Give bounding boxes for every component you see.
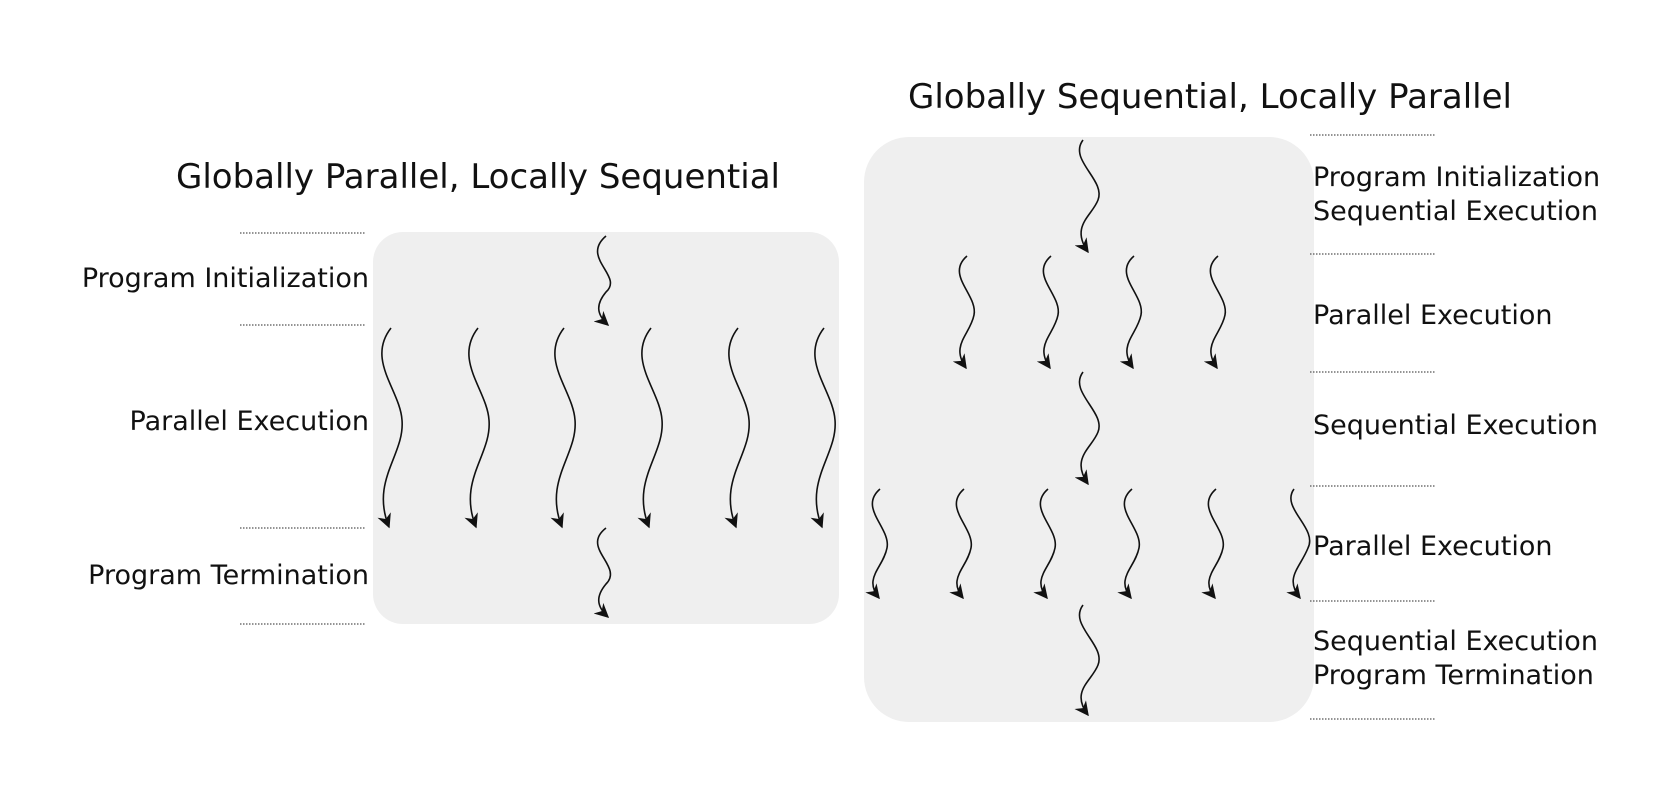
right-phase-label: Sequential Execution — [1313, 626, 1598, 657]
thread-arrow — [952, 255, 975, 370]
right-phase-label: Program Initialization — [1313, 162, 1600, 193]
thread-arrow — [1074, 139, 1100, 254]
thread-arrow — [1119, 255, 1142, 370]
left-phase-label: Program Termination — [88, 560, 369, 591]
thread-arrow — [1036, 255, 1059, 370]
thread-arrow — [724, 327, 750, 529]
right-title: Globally Sequential, Locally Parallel — [908, 77, 1512, 117]
thread-arrow — [1074, 604, 1100, 717]
thread-arrow — [810, 327, 836, 529]
thread-arrow — [637, 327, 663, 529]
right-phase-label: Sequential Execution — [1313, 410, 1598, 441]
thread-arrow — [377, 327, 403, 529]
right-panel — [864, 137, 1314, 722]
left-model: Globally Parallel, Locally Sequential Pr… — [82, 157, 839, 625]
right-phase-label: Parallel Execution — [1313, 531, 1552, 562]
thread-arrow — [1201, 488, 1224, 600]
thread-arrow — [1074, 371, 1100, 486]
thread-arrow — [550, 327, 576, 529]
left-phase-label: Program Initialization — [82, 263, 369, 294]
right-model: Globally Sequential, Locally Parallel Pr… — [864, 77, 1600, 722]
right-separators — [1310, 134, 1436, 720]
left-threads — [377, 235, 836, 618]
left-title: Globally Parallel, Locally Sequential — [176, 157, 780, 197]
thread-arrow — [1203, 255, 1226, 370]
right-phase-label: Sequential Execution — [1313, 196, 1598, 227]
thread-arrow — [949, 488, 972, 600]
thread-arrow — [1117, 488, 1140, 600]
thread-arrow — [1286, 488, 1311, 600]
right-phase-label: Parallel Execution — [1313, 300, 1552, 331]
thread-arrow — [1033, 488, 1056, 600]
thread-arrow — [865, 488, 888, 600]
thread-arrow — [593, 527, 612, 618]
left-separators — [240, 232, 366, 625]
right-phase-label: Program Termination — [1313, 660, 1594, 691]
left-panel — [373, 232, 839, 624]
thread-arrow — [464, 327, 490, 529]
left-phase-label: Parallel Execution — [130, 406, 369, 437]
right-threads — [865, 139, 1311, 717]
thread-arrow — [593, 235, 612, 326]
